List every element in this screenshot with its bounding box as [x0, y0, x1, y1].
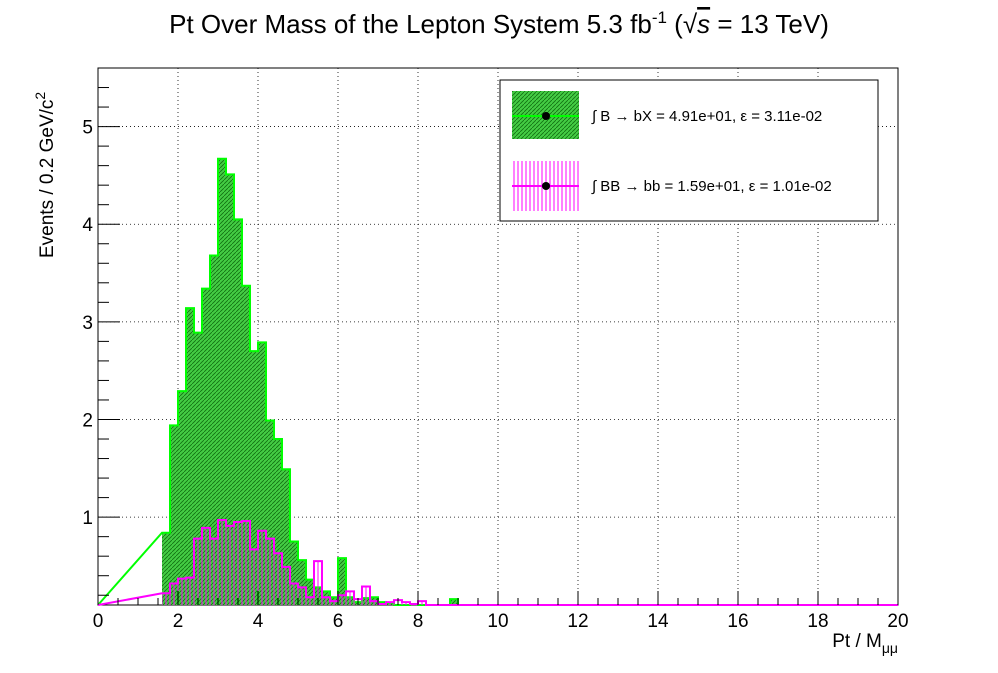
series-bb-to-bb: [97, 519, 898, 606]
magenta-bar-4: [194, 538, 202, 605]
legend-label-b-to-bx: ∫ B → bX = 4.91e+01, ε = 3.11e-02: [591, 108, 822, 125]
magenta-bar-15: [282, 566, 290, 605]
y-tick-label-2: 3: [82, 313, 93, 334]
green-bar-14: [274, 439, 282, 605]
legend: ∫ B → bX = 4.91e+01, ε = 3.11e-02 ∫ BB →…: [499, 79, 879, 222]
magenta-bar-18: [306, 597, 314, 605]
chart-title: Pt Over Mass of the Lepton System 5.3 fb…: [169, 8, 829, 39]
legend-marker-magenta: [542, 182, 550, 190]
magenta-bar-13: [266, 538, 274, 605]
green-bar-18: [306, 579, 314, 605]
green-bar-11: [250, 351, 258, 605]
green-bar-3: [186, 308, 194, 605]
green-bar-9: [234, 219, 242, 605]
y-tick-label-1: 2: [82, 410, 93, 431]
green-bar-4: [194, 332, 202, 605]
magenta-bar-10: [242, 521, 250, 605]
green-bar-8: [226, 174, 234, 605]
sqrt-symbol: √: [683, 9, 698, 39]
magenta-bar-22: [338, 595, 346, 605]
x-tick-label-9: 18: [807, 611, 828, 632]
magenta-bar-17: [298, 587, 306, 605]
magenta-bar-5: [202, 527, 210, 605]
y-tick-label-0: 1: [82, 508, 93, 529]
green-bar-36: [450, 599, 458, 605]
magenta-bar-20: [322, 597, 330, 605]
x-tick-label-4: 8: [413, 611, 424, 632]
magenta-bar-12: [258, 530, 266, 605]
magenta-outline: [97, 519, 898, 606]
green-bar-7: [218, 158, 226, 605]
magenta-bar-16: [290, 583, 298, 605]
magenta-bar-9: [234, 522, 242, 605]
magenta-bar-19: [314, 561, 322, 605]
magenta-bar-11: [250, 549, 258, 605]
magenta-bar-25: [362, 586, 370, 605]
x-tick-label-5: 10: [487, 611, 508, 632]
legend-entry-bb-to-bb: ∫ BB → bb = 1.59e+01, ε = 1.01e-02: [512, 161, 832, 211]
green-bar-10: [242, 285, 250, 605]
green-bar-12: [258, 342, 266, 605]
grid: [98, 68, 898, 605]
magenta-bar-2: [178, 578, 186, 605]
magenta-bar-28: [386, 602, 394, 605]
green-bar-1: [170, 425, 178, 605]
magenta-bar-0: [162, 593, 170, 605]
green-bar-22: [338, 558, 346, 605]
magenta-bar-3: [186, 577, 194, 605]
green-bar-13: [266, 420, 274, 605]
magenta-bar-32: [418, 601, 426, 605]
x-axis-label: Pt / Mμμ: [832, 631, 898, 656]
x-tick-label-2: 4: [253, 611, 264, 632]
legend-label-bb-to-bb: ∫ BB → bb = 1.59e+01, ε = 1.01e-02: [591, 178, 832, 195]
y-tick-label-4: 5: [82, 118, 93, 139]
green-bar-16: [290, 541, 298, 605]
x-tick-label-1: 2: [173, 611, 184, 632]
x-tick-label-7: 14: [647, 611, 669, 632]
x-tick-label-6: 12: [567, 611, 588, 632]
green-bar-2: [178, 391, 186, 605]
magenta-bar-6: [210, 538, 218, 605]
magenta-bar-26: [370, 601, 378, 605]
legend-marker-green: [542, 112, 550, 120]
legend-entry-b-to-bx: ∫ B → bX = 4.91e+01, ε = 3.11e-02: [512, 91, 822, 139]
magenta-bar-7: [218, 520, 226, 605]
magenta-bar-8: [226, 525, 234, 605]
green-bar-17: [298, 560, 306, 605]
x-tick-label-3: 6: [333, 611, 344, 632]
magenta-bar-1: [170, 583, 178, 605]
green-bar-15: [282, 469, 290, 605]
magenta-bar-14: [274, 553, 282, 605]
x-tick-label-0: 0: [93, 611, 104, 632]
y-tick-label-3: 4: [82, 215, 93, 236]
green-bar-6: [210, 255, 218, 605]
x-tick-label-10: 20: [887, 611, 908, 632]
magenta-bar-30: [402, 602, 410, 605]
green-bar-0: [162, 532, 170, 605]
y-axis-label: Events / 0.2 GeV/c2: [32, 92, 58, 258]
x-tick-label-8: 16: [727, 611, 748, 632]
magenta-bar-21: [330, 601, 338, 605]
green-bar-5: [202, 288, 210, 605]
magenta-bar-23: [346, 591, 354, 605]
